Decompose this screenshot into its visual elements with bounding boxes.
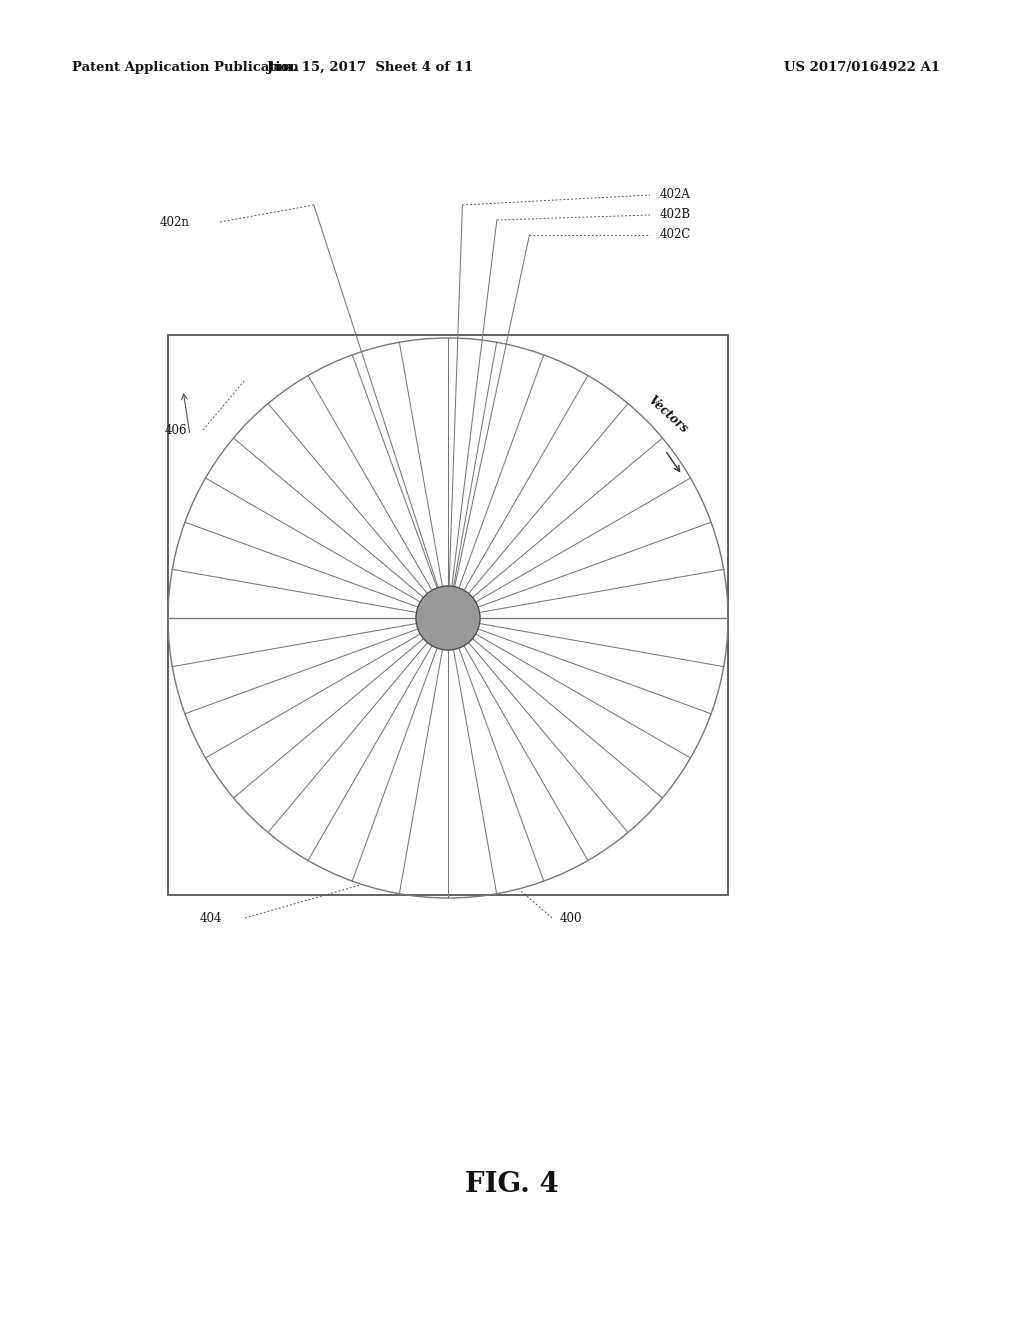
- Text: 406: 406: [165, 424, 187, 437]
- Text: 404: 404: [200, 912, 222, 924]
- Text: 402A: 402A: [660, 189, 691, 202]
- Text: 400: 400: [560, 912, 583, 924]
- Bar: [168, 335, 728, 895]
- Text: Patent Application Publication: Patent Application Publication: [72, 62, 299, 74]
- Text: 402n: 402n: [160, 215, 189, 228]
- Text: 402B: 402B: [660, 209, 691, 222]
- Circle shape: [416, 586, 480, 649]
- Text: Jun. 15, 2017  Sheet 4 of 11: Jun. 15, 2017 Sheet 4 of 11: [267, 62, 473, 74]
- Text: Vectors: Vectors: [645, 393, 690, 436]
- Text: US 2017/0164922 A1: US 2017/0164922 A1: [784, 62, 940, 74]
- Text: 402C: 402C: [660, 228, 691, 242]
- Text: FIG. 4: FIG. 4: [465, 1172, 559, 1199]
